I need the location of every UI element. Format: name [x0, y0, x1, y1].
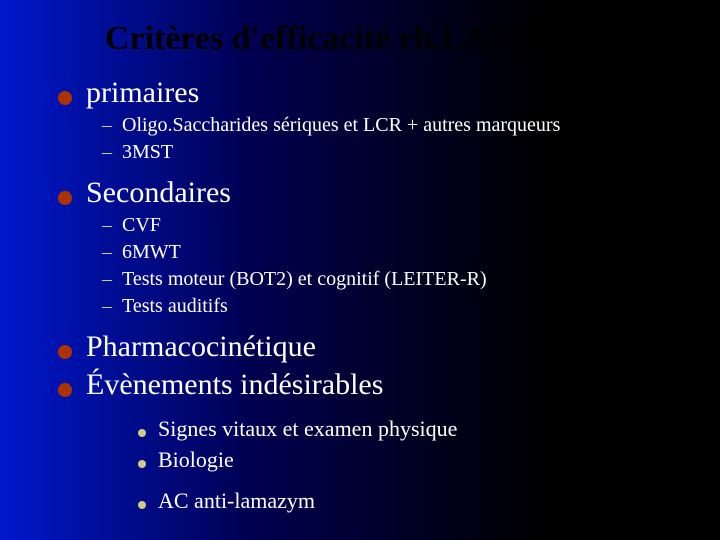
dash-icon: –: [102, 112, 112, 139]
subbullet-text: 3MST: [122, 139, 173, 166]
small-disc-icon: [138, 501, 146, 509]
subbullet: – 6MWT: [102, 239, 680, 266]
bullet-text: Pharmacocinétique: [86, 330, 316, 364]
bullet-text: primaires: [86, 76, 199, 110]
small-disc-icon: [138, 460, 146, 468]
slide-title: Critères d'efficacité rh.LAMAN-05: [40, 20, 680, 58]
subsubbullet-text: Signes vitaux et examen physique: [158, 414, 457, 445]
subbullet-text: CVF: [122, 212, 161, 239]
bullet-text: Évènements indésirables: [86, 368, 383, 402]
subsubbullet-text: Biologie: [158, 445, 234, 476]
subbullet: – 3MST: [102, 139, 680, 166]
subsubbullet: Signes vitaux et examen physique: [138, 414, 680, 445]
disc-icon: [58, 191, 72, 205]
subsubbullet-text: AC anti-lamazym: [158, 486, 315, 517]
bullet-text: Secondaires: [86, 176, 231, 210]
small-disc-icon: [138, 429, 146, 437]
dash-icon: –: [102, 266, 112, 293]
disc-icon: [58, 383, 72, 397]
disc-icon: [58, 91, 72, 105]
bullet-evenements: Évènements indésirables: [58, 368, 680, 402]
subbullet: – Tests auditifs: [102, 293, 680, 320]
subbullet: – Tests moteur (BOT2) et cognitif (LEITE…: [102, 266, 680, 293]
subbullet: – CVF: [102, 212, 680, 239]
dash-icon: –: [102, 212, 112, 239]
dash-icon: –: [102, 293, 112, 320]
subbullet-text: 6MWT: [122, 239, 181, 266]
bullet-pharmacocinetique: Pharmacocinétique: [58, 330, 680, 364]
subbullet-text: Oligo.Saccharides sériques et LCR + autr…: [122, 112, 560, 139]
bullet-primaires: primaires: [58, 76, 680, 110]
slide: Critères d'efficacité rh.LAMAN-05 primai…: [0, 0, 720, 540]
bullet-secondaires: Secondaires: [58, 176, 680, 210]
subbullet-text: Tests moteur (BOT2) et cognitif (LEITER-…: [122, 266, 487, 293]
subbullet-text: Tests auditifs: [122, 293, 228, 320]
subsubbullet: AC anti-lamazym: [138, 486, 680, 517]
dash-icon: –: [102, 239, 112, 266]
subsubbullet: Biologie: [138, 445, 680, 476]
subbullet: – Oligo.Saccharides sériques et LCR + au…: [102, 112, 680, 139]
dash-icon: –: [102, 139, 112, 166]
disc-icon: [58, 345, 72, 359]
